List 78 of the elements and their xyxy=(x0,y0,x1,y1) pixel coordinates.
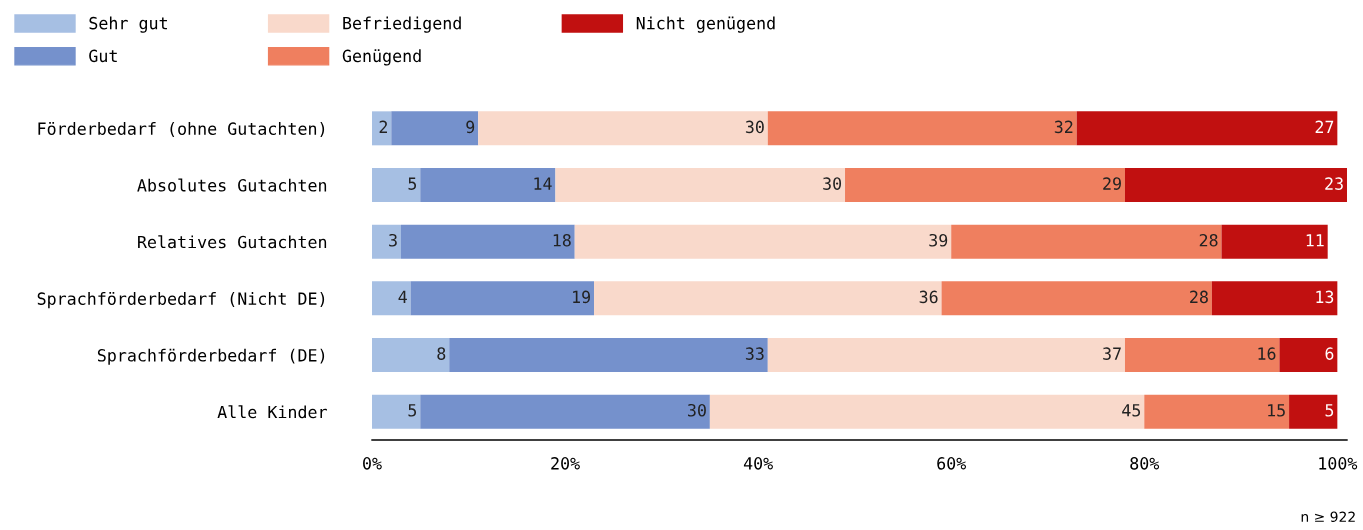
legend-label: Genügend xyxy=(342,49,421,66)
bar xyxy=(1289,394,1338,429)
y-tick-label: Relatives Gutachten xyxy=(138,235,327,249)
bar xyxy=(574,224,952,259)
data-label: 8 xyxy=(437,347,446,360)
x-tick-label: 100% xyxy=(1319,457,1358,470)
x-tick-label: 40% xyxy=(743,457,773,470)
legend-label: Gut xyxy=(89,49,117,63)
bar xyxy=(372,224,401,259)
bar xyxy=(1221,224,1328,259)
data-label: 29 xyxy=(1103,177,1121,190)
data-label: 30 xyxy=(823,177,842,190)
data-label: 39 xyxy=(929,233,948,247)
x-tick-label: 20% xyxy=(551,457,580,470)
data-label: 16 xyxy=(1258,347,1276,360)
data-label: 28 xyxy=(1190,290,1208,304)
data-label: 5 xyxy=(408,177,417,190)
bar xyxy=(1124,168,1347,202)
bar xyxy=(709,394,1145,429)
y-tick-label: Sprachförderbedarf (Nicht DE) xyxy=(37,292,325,309)
data-label: 19 xyxy=(573,290,590,304)
data-label: 33 xyxy=(745,347,764,360)
bar xyxy=(372,394,421,429)
bar xyxy=(372,338,450,372)
bar xyxy=(845,168,1125,202)
data-label: 32 xyxy=(1054,120,1073,134)
x-tick-label: 60% xyxy=(937,457,966,470)
x-tick-label: 0% xyxy=(363,457,382,470)
bar xyxy=(1076,111,1338,146)
bar xyxy=(420,394,710,429)
bar xyxy=(767,111,1077,146)
legend-label: Nicht genügend xyxy=(636,16,775,33)
bar xyxy=(478,111,768,146)
data-label: 5 xyxy=(1325,404,1334,417)
bar xyxy=(420,168,556,202)
data-label: 36 xyxy=(919,290,938,304)
bar xyxy=(391,111,479,146)
bar xyxy=(1279,338,1338,372)
data-label: 5 xyxy=(408,404,417,417)
data-label: 13 xyxy=(1316,290,1334,304)
data-label: 3 xyxy=(389,233,397,247)
data-label: 6 xyxy=(1325,347,1334,360)
y-tick-label: Alle Kinder xyxy=(217,405,327,419)
data-label: 11 xyxy=(1306,234,1324,247)
bar xyxy=(449,338,768,372)
bar xyxy=(555,168,846,202)
y-tick-label: Förderbedarf (ohne Gutachten) xyxy=(38,122,325,137)
legend-label: Sehr gut xyxy=(89,16,167,33)
data-label: 27 xyxy=(1315,120,1334,133)
bar xyxy=(767,338,1125,372)
bar xyxy=(372,168,421,202)
data-label: 23 xyxy=(1325,177,1343,190)
data-label: 45 xyxy=(1122,404,1141,417)
y-tick-label: Absolutes Gutachten xyxy=(137,178,327,192)
bar xyxy=(410,281,595,316)
bar xyxy=(1144,394,1290,429)
data-label: 30 xyxy=(745,120,764,134)
x-tick-label: 80% xyxy=(1130,457,1160,470)
data-label: 14 xyxy=(534,177,552,190)
data-label: 30 xyxy=(688,403,706,417)
bar xyxy=(1211,281,1338,316)
bar xyxy=(941,281,1212,316)
bar xyxy=(372,111,392,146)
data-label: 4 xyxy=(398,290,407,303)
legend-label: Befriedigend xyxy=(343,16,461,33)
data-label: 28 xyxy=(1199,233,1218,247)
bar xyxy=(1124,338,1280,372)
bar xyxy=(400,224,575,259)
bar xyxy=(951,224,1222,259)
bar xyxy=(372,281,411,316)
data-label: 15 xyxy=(1268,404,1285,417)
data-label: 37 xyxy=(1103,347,1121,360)
data-label: 18 xyxy=(553,233,571,247)
bar xyxy=(594,281,942,316)
data-label: 9 xyxy=(466,120,475,134)
text: n ≥ 922 xyxy=(1301,511,1355,523)
data-label: 2 xyxy=(379,120,387,133)
y-tick-label: Sprachförderbedarf (DE) xyxy=(97,348,325,365)
